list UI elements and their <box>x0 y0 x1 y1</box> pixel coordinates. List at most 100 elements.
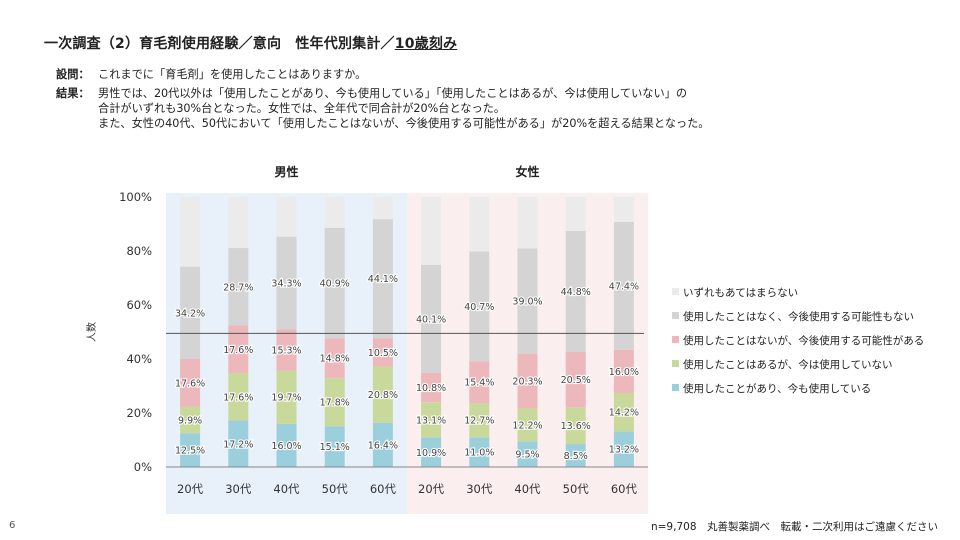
bar-segment <box>372 219 393 339</box>
data-label: 9.9% <box>178 415 202 426</box>
bar-segment <box>324 338 345 379</box>
data-label: 10.8% <box>416 383 446 394</box>
slide-title-main: 一次調査（2）育毛剤使用経験／意向 性年代別集計／ <box>44 36 395 52</box>
bar-segment <box>180 197 201 267</box>
bar-segment <box>565 407 586 445</box>
data-label: 12.2% <box>512 420 542 431</box>
legend-item: 使用したことはなく、今後使用する可能性もない <box>683 310 914 323</box>
bar-segment <box>180 406 201 434</box>
bar-segment <box>517 408 538 442</box>
bar-segment <box>469 197 490 252</box>
bar-segment <box>469 251 490 362</box>
bar-segment <box>613 197 634 222</box>
legend-swatch <box>672 336 679 343</box>
notes-block: 設問： これまでに「育毛剤」を使用したことはありますか。 結果： 男性では、20… <box>56 67 709 131</box>
data-label: 8.5% <box>564 451 588 462</box>
y-tick-label: 40% <box>126 352 152 366</box>
data-label: 39.0% <box>512 296 542 307</box>
data-label: 17.2% <box>223 439 253 450</box>
data-label: 15.4% <box>464 378 494 389</box>
x-tick-label: 20代 <box>418 482 445 496</box>
data-label: 11.0% <box>464 448 494 459</box>
bar-segment <box>372 338 393 367</box>
bar-segment <box>469 437 490 467</box>
data-label: 12.5% <box>175 446 205 457</box>
bar-segment <box>517 197 538 249</box>
bar-segment <box>276 329 297 371</box>
y-tick-label: 80% <box>126 244 152 258</box>
result-line: 合計がいずれも30%台となった。女性では、全年代で同合計が20%台となった。 <box>98 102 506 115</box>
data-label: 17.6% <box>175 378 205 389</box>
bar-segment <box>228 197 249 249</box>
data-label: 13.2% <box>609 445 639 456</box>
bar-segment <box>180 266 201 359</box>
bar-segment <box>565 351 586 408</box>
result-row: 結果： 男性では、20代以外は「使用したことがあり、今も使用している」「使用した… <box>56 86 709 131</box>
x-tick-label: 40代 <box>514 482 541 496</box>
data-label: 10.9% <box>416 448 446 459</box>
legend-item: 使用したことはないが、今後使用する可能性がある <box>683 334 924 347</box>
data-label: 20.5% <box>561 375 591 386</box>
legend-item: 使用したことがあり、今も使用している <box>683 382 871 395</box>
legend-swatch <box>672 312 679 319</box>
legend-swatch <box>672 360 679 367</box>
data-label: 44.1% <box>368 274 398 285</box>
bar-segment <box>228 373 249 421</box>
x-tick-label: 30代 <box>466 482 493 496</box>
data-label: 10.5% <box>368 348 398 359</box>
data-label: 14.8% <box>320 354 350 365</box>
question-row: 設問： これまでに「育毛剤」を使用したことはありますか。 <box>56 67 709 82</box>
data-label: 44.8% <box>561 287 591 298</box>
bar-segment <box>469 361 490 404</box>
data-label: 40.7% <box>464 302 494 313</box>
bar-segment <box>324 426 345 467</box>
data-label: 47.4% <box>609 281 639 292</box>
result-text: 男性では、20代以外は「使用したことがあり、今も使用している」「使用したことはあ… <box>98 86 709 131</box>
data-label: 16.0% <box>609 367 639 378</box>
question-label: 設問： <box>56 68 90 81</box>
bar-segment <box>565 444 586 467</box>
slide-title: 一次調査（2）育毛剤使用経験／意向 性年代別集計／10歳刻み <box>44 33 457 53</box>
bar-segment <box>276 197 297 237</box>
bar-segment <box>228 325 249 374</box>
y-tick-label: 20% <box>126 406 152 420</box>
bar-segment <box>517 248 538 354</box>
group-label: 男性 <box>274 164 298 179</box>
data-label: 34.3% <box>271 278 301 289</box>
data-label: 9.5% <box>515 450 539 461</box>
data-label: 13.6% <box>561 421 591 432</box>
bar-segment <box>228 248 249 326</box>
footer-note: n=9,708 丸善製薬調べ 転載・二次利用はご遠慮ください <box>650 521 938 533</box>
data-label: 16.4% <box>368 440 398 451</box>
group-label: 女性 <box>515 164 539 179</box>
y-axis-title: 人数 <box>85 322 98 342</box>
y-tick-label: 100% <box>119 190 152 204</box>
y-tick-label: 0% <box>134 460 152 474</box>
data-label: 20.8% <box>368 390 398 401</box>
bar-segment <box>421 197 442 265</box>
data-label: 14.2% <box>609 408 639 419</box>
x-tick-label: 50代 <box>563 482 590 496</box>
bar-segment <box>228 420 249 467</box>
data-label: 40.9% <box>320 278 350 289</box>
bar-segment <box>421 373 442 403</box>
x-tick-label: 60代 <box>611 482 638 496</box>
bar-segment <box>517 353 538 409</box>
result-line: 男性では、20代以外は「使用したことがあり、今も使用している」「使用したことはあ… <box>98 87 688 100</box>
data-label: 15.1% <box>320 442 350 453</box>
bar-segment <box>372 422 393 467</box>
data-label: 40.1% <box>416 314 446 325</box>
legend-item: 使用したことはあるが、今は使用していない <box>683 358 892 371</box>
x-tick-label: 30代 <box>225 482 252 496</box>
data-label: 13.1% <box>416 415 446 426</box>
bar-segment <box>613 431 634 467</box>
legend-item: いずれもあてはまらない <box>683 287 798 299</box>
data-label: 17.6% <box>223 345 253 356</box>
bar-segment <box>421 402 442 438</box>
bar-segment <box>324 378 345 427</box>
bar-segment <box>613 221 634 350</box>
data-label: 16.0% <box>271 441 301 452</box>
bar-segment <box>469 403 490 438</box>
bar-segment <box>324 227 345 339</box>
result-line: また、女性の40代、50代において「使用したことはないが、今後使用する可能性があ… <box>98 117 710 130</box>
